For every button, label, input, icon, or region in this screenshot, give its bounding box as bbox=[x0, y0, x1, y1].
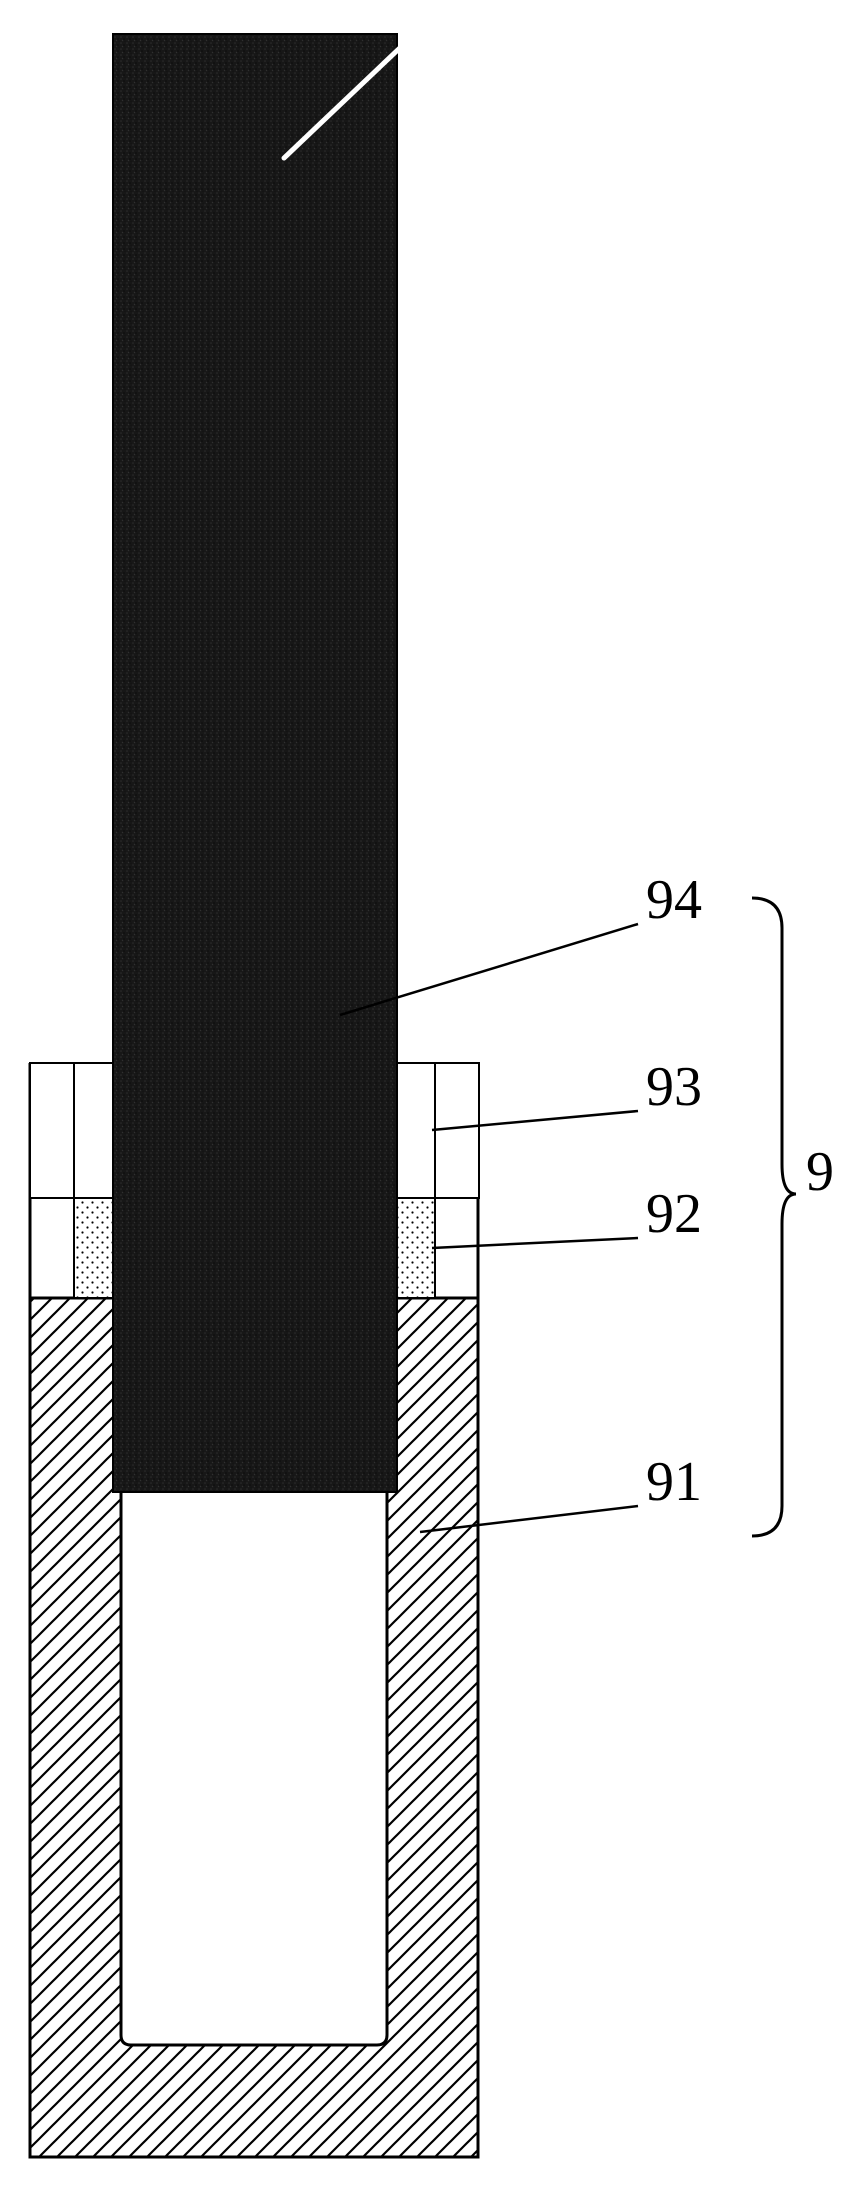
label-91: 91 bbox=[646, 1450, 702, 1514]
label-94: 94 bbox=[646, 868, 702, 932]
label-93: 93 bbox=[646, 1055, 702, 1119]
diagram-container: 94 93 92 91 9 bbox=[0, 0, 859, 2204]
part-94-column bbox=[113, 34, 404, 1492]
diagram-svg bbox=[0, 0, 859, 2204]
label-92: 92 bbox=[646, 1182, 702, 1246]
label-9: 9 bbox=[806, 1140, 834, 1204]
brace bbox=[752, 898, 796, 1536]
